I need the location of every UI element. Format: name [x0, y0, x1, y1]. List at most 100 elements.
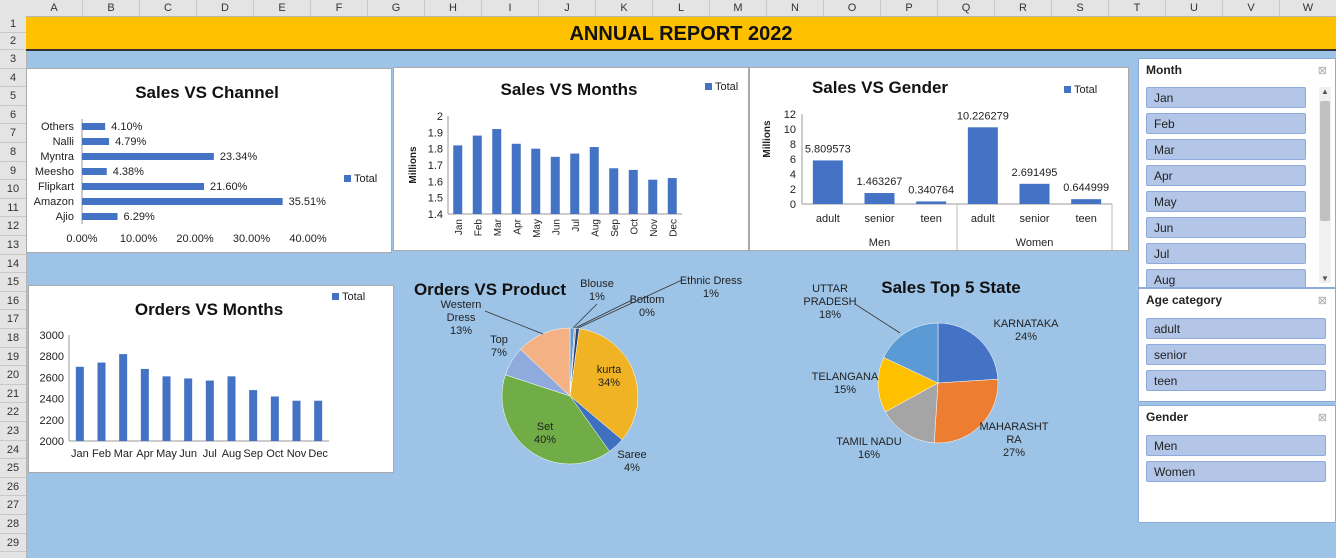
bar[interactable]: [292, 400, 301, 441]
clear-filter-icon[interactable]: ⊠: [1317, 295, 1327, 307]
row-header[interactable]: 3: [0, 50, 26, 69]
column-header[interactable]: E: [254, 0, 311, 16]
scroll-down-icon[interactable]: ▼: [1321, 274, 1329, 283]
orders-months-chart[interactable]: Orders VS Months 2000 2200 2400 2600 2800 3000…: [28, 285, 394, 473]
row-header[interactable]: 11: [0, 199, 26, 218]
bar[interactable]: [82, 198, 283, 205]
row-header[interactable]: 15: [0, 273, 26, 292]
scroll-thumb[interactable]: [1320, 101, 1330, 221]
row-header[interactable]: 8: [0, 143, 26, 162]
bar[interactable]: [227, 376, 236, 441]
bar[interactable]: [184, 378, 193, 441]
bar[interactable]: [82, 168, 107, 175]
row-header[interactable]: 5: [0, 87, 26, 106]
month-slicer-scrollbar[interactable]: ▲ ▼: [1319, 87, 1331, 283]
column-header[interactable]: I: [482, 0, 539, 16]
row-header[interactable]: 18: [0, 329, 26, 348]
column-header[interactable]: D: [197, 0, 254, 16]
bar[interactable]: [82, 153, 214, 160]
bar[interactable]: [140, 368, 149, 441]
row-header[interactable]: 22: [0, 403, 26, 422]
bar[interactable]: [119, 354, 128, 441]
row-header[interactable]: 21: [0, 385, 26, 404]
slicer-item-apr[interactable]: Apr: [1146, 165, 1306, 186]
column-header[interactable]: K: [596, 0, 653, 16]
row-header[interactable]: 1: [0, 16, 26, 33]
column-header[interactable]: Q: [938, 0, 995, 16]
row-header[interactable]: 13: [0, 236, 26, 255]
row-header[interactable]: 6: [0, 106, 26, 125]
column-header[interactable]: V: [1223, 0, 1280, 16]
slicer-item-mar[interactable]: Mar: [1146, 139, 1306, 160]
bar[interactable]: [589, 147, 599, 214]
bar[interactable]: [916, 201, 947, 204]
bar[interactable]: [967, 127, 998, 204]
bar[interactable]: [249, 390, 258, 441]
bar[interactable]: [82, 123, 106, 130]
row-header[interactable]: 24: [0, 441, 26, 460]
gender-slicer[interactable]: Gender ⊠ Men Women: [1138, 405, 1336, 523]
row-header[interactable]: 2: [0, 33, 26, 50]
sales-channel-chart[interactable]: Sales VS Channel Others 4.10% Nalli 4.79% Myn…: [26, 68, 392, 253]
clear-filter-icon[interactable]: ⊠: [1317, 65, 1327, 77]
bar[interactable]: [609, 168, 619, 214]
column-header[interactable]: M: [710, 0, 767, 16]
column-header[interactable]: S: [1052, 0, 1109, 16]
row-header[interactable]: 29: [0, 534, 26, 553]
slicer-item-feb[interactable]: Feb: [1146, 113, 1306, 134]
row-header[interactable]: 23: [0, 422, 26, 441]
bar[interactable]: [531, 148, 541, 214]
slicer-item-jun[interactable]: Jun: [1146, 217, 1306, 238]
row-header[interactable]: 12: [0, 217, 26, 236]
row-header[interactable]: 7: [0, 124, 26, 143]
column-header[interactable]: F: [311, 0, 368, 16]
report-banner[interactable]: ANNUAL REPORT 2022: [26, 17, 1336, 51]
bar[interactable]: [162, 376, 171, 441]
row-header[interactable]: 17: [0, 310, 26, 329]
bar[interactable]: [864, 193, 895, 204]
pie-slice[interactable]: [937, 322, 999, 384]
bar[interactable]: [511, 143, 521, 214]
row-header[interactable]: 27: [0, 496, 26, 515]
pie-slice[interactable]: [883, 322, 939, 384]
bar[interactable]: [628, 169, 638, 214]
bar[interactable]: [1019, 183, 1050, 204]
column-header[interactable]: J: [539, 0, 596, 16]
pie-slice[interactable]: [501, 374, 610, 465]
bar[interactable]: [812, 160, 843, 204]
column-header[interactable]: T: [1109, 0, 1166, 16]
pie-slice[interactable]: [569, 328, 639, 441]
column-header[interactable]: W: [1280, 0, 1336, 16]
month-slicer[interactable]: Month ⊠ Jan Feb Mar Apr May Jun Jul Aug ▲ ▼: [1138, 58, 1336, 288]
column-header[interactable]: L: [653, 0, 710, 16]
bar[interactable]: [550, 156, 560, 214]
bar[interactable]: [205, 380, 214, 441]
pie-slice[interactable]: [885, 382, 939, 444]
bar[interactable]: [82, 213, 118, 220]
bar[interactable]: [648, 179, 658, 214]
column-header[interactable]: U: [1166, 0, 1223, 16]
age-category-slicer[interactable]: Age category ⊠ adult senior teen: [1138, 288, 1336, 402]
pie-slice[interactable]: [933, 378, 999, 444]
slicer-item-teen[interactable]: teen: [1146, 370, 1326, 391]
bar[interactable]: [75, 366, 84, 441]
bar[interactable]: [97, 362, 106, 441]
bar[interactable]: [82, 183, 205, 190]
pie-slice[interactable]: [877, 357, 939, 413]
column-header[interactable]: A: [26, 0, 83, 16]
sales-months-chart[interactable]: Sales VS Months 1.4 1.5 1.6 1.7 1.8 1.9 2 Jan Feb…: [393, 67, 749, 251]
column-header[interactable]: G: [368, 0, 425, 16]
column-header[interactable]: R: [995, 0, 1052, 16]
slicer-item-jan[interactable]: Jan: [1146, 87, 1306, 108]
bar[interactable]: [667, 178, 677, 214]
row-header[interactable]: 9: [0, 162, 26, 181]
bar[interactable]: [270, 396, 279, 441]
slicer-item-men[interactable]: Men: [1146, 435, 1326, 456]
scroll-up-icon[interactable]: ▲: [1321, 87, 1329, 96]
row-header[interactable]: 28: [0, 515, 26, 534]
column-header[interactable]: O: [824, 0, 881, 16]
row-header[interactable]: 20: [0, 366, 26, 385]
column-header[interactable]: B: [83, 0, 140, 16]
row-header[interactable]: 10: [0, 180, 26, 199]
